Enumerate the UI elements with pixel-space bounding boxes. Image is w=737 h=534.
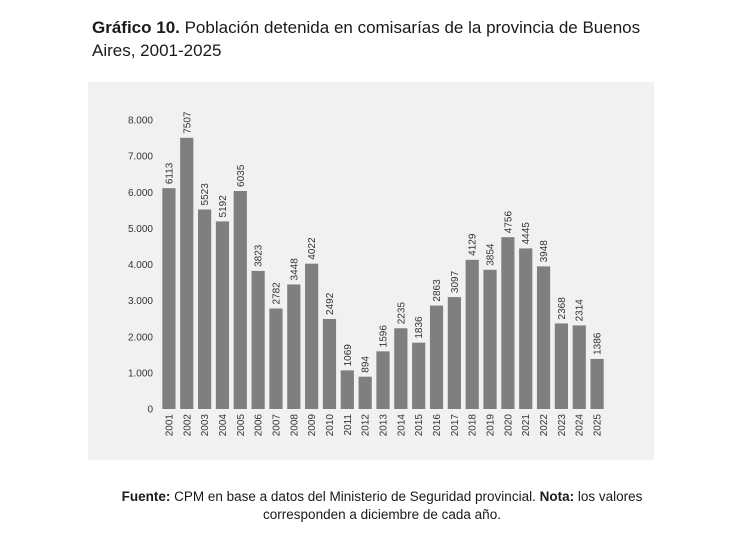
bar (519, 248, 533, 409)
bar-value-label: 2492 (325, 292, 336, 315)
x-tick-label: 2012 (361, 414, 372, 437)
bar-value-label: 3097 (450, 270, 461, 293)
note-label: Nota: (539, 489, 575, 504)
bar (269, 308, 283, 409)
bar (447, 297, 461, 409)
bar-value-label: 2782 (271, 282, 282, 305)
note-text: los valores corresponden a diciembre de … (263, 489, 643, 522)
x-tick-label: 2017 (450, 414, 461, 437)
bar (322, 318, 337, 409)
bar-value-label: 3948 (539, 240, 550, 263)
bar-value-label: 1069 (343, 344, 354, 367)
bar (465, 259, 479, 409)
bar (197, 209, 212, 409)
bar (251, 270, 265, 409)
bar-value-label: 2235 (396, 302, 407, 325)
bar (483, 269, 497, 409)
bar-value-label: 4022 (307, 237, 318, 260)
bar-value-label: 4445 (521, 222, 532, 245)
bar-value-label: 1836 (414, 316, 425, 339)
x-tick-label: 2002 (182, 414, 193, 437)
y-tick-label: 4.000 (128, 260, 153, 271)
y-tick-label: 6.000 (128, 188, 153, 199)
x-tick-label: 2010 (325, 414, 336, 437)
bar (429, 305, 444, 409)
source-note: Fuente: CPM en base a datos del Minister… (92, 488, 672, 524)
bar-value-label: 5523 (200, 183, 211, 206)
bar (554, 323, 569, 409)
x-tick-label: 2007 (271, 414, 282, 437)
y-tick-label: 7.000 (128, 152, 153, 163)
bar-value-label: 3854 (486, 243, 497, 266)
chart-title-prefix: Gráfico 10. (92, 18, 180, 37)
source-label: Fuente: (121, 489, 171, 504)
bar-value-label: 2314 (575, 299, 586, 322)
bar (358, 376, 372, 409)
y-tick-label: 5.000 (128, 224, 153, 235)
x-tick-label: 2015 (414, 414, 425, 437)
x-tick-label: 2001 (164, 414, 175, 437)
bar-value-label: 1596 (379, 325, 390, 348)
bar-value-label: 1386 (593, 332, 604, 355)
x-tick-label: 2016 (432, 414, 443, 437)
x-tick-label: 2013 (379, 414, 390, 437)
x-tick-label: 2005 (236, 414, 247, 437)
bar-value-label: 894 (361, 356, 372, 373)
bar (376, 351, 390, 409)
x-tick-label: 2023 (557, 414, 568, 437)
bar (287, 284, 301, 409)
bar (162, 188, 176, 409)
bar-chart: 0 1.000 2.000 3.000 4.000 5.000 6.000 7.000 8.00… (128, 111, 604, 437)
bar (590, 358, 604, 409)
bar (501, 237, 515, 409)
bar (394, 328, 408, 409)
x-tick-label: 2014 (396, 414, 407, 437)
bar (305, 263, 319, 409)
bar (572, 325, 586, 409)
bar-value-label: 7507 (182, 111, 193, 134)
x-tick-label: 2020 (503, 414, 514, 437)
x-tick-label: 2003 (200, 414, 211, 437)
x-tick-label: 2006 (254, 414, 265, 437)
chart-title-text: Población detenida en comisarías de la p… (92, 18, 641, 60)
bar-value-label: 3823 (254, 244, 265, 267)
bar-value-label: 5192 (218, 195, 229, 218)
y-tick-label: 3.000 (128, 296, 153, 307)
bar-value-label: 4129 (468, 233, 479, 256)
bar-value-label: 4756 (503, 211, 514, 234)
x-tick-label: 2018 (468, 414, 479, 437)
y-tick-label: 1.000 (128, 368, 153, 379)
bar-value-label: 6035 (236, 164, 247, 187)
x-tick-label: 2024 (575, 414, 586, 437)
bar (215, 221, 230, 409)
x-tick-label: 2004 (218, 414, 229, 437)
bar-value-label: 6113 (164, 162, 175, 184)
x-tick-label: 2021 (521, 414, 532, 437)
y-tick-label: 0 (147, 405, 153, 416)
source-text: CPM en base a datos del Ministerio de Se… (170, 489, 540, 504)
x-tick-label: 2009 (307, 414, 318, 437)
x-tick-label: 2019 (486, 414, 497, 437)
y-tick-label: 2.000 (128, 332, 153, 343)
bar (536, 266, 551, 409)
x-tick-label: 2022 (539, 414, 550, 437)
y-tick-label: 8.000 (128, 116, 153, 127)
bar (233, 190, 247, 409)
bar (412, 342, 426, 409)
chart-title: Gráfico 10. Población detenida en comisa… (92, 16, 672, 62)
bar (340, 370, 354, 409)
bar-value-label: 2863 (432, 279, 443, 302)
bar (180, 137, 194, 409)
bar-value-label: 3448 (289, 258, 300, 281)
x-tick-label: 2025 (593, 414, 604, 437)
x-tick-label: 2008 (289, 414, 300, 437)
x-tick-label: 2011 (343, 414, 354, 436)
bar-value-label: 2368 (557, 297, 568, 320)
